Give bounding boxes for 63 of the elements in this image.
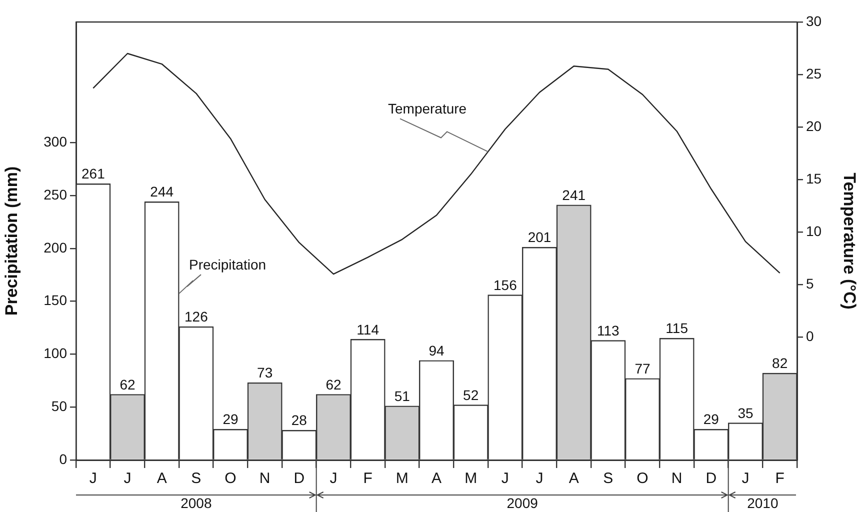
y-tick-label: 150 [44,292,68,308]
text: 2008 [180,494,212,511]
data-label: 52 [463,386,479,403]
y2-tick-label: 10 [806,222,822,239]
x-tick-label: J [124,470,132,488]
data-label: 115 [666,320,688,336]
y-tick-label: 200 [44,239,68,256]
x-tick-label: D [706,470,717,488]
data-label: 113 [597,322,620,338]
y-tick-label: 300 [44,133,68,150]
x-tick-label: J [536,470,544,488]
data-label: 28 [291,412,308,428]
x-tick-label: J [742,470,750,488]
x-tick-label: N [259,470,270,488]
text: 2009 [506,494,538,511]
data-label: 201 [528,229,552,246]
y-tick-label: 100 [44,345,68,362]
x-tick-label: S [191,470,202,488]
y-tick-label: 0 [59,450,68,467]
text: 2010 [747,494,778,511]
x-tick-label: J [89,470,97,488]
y2-tick-label: 5 [806,275,814,292]
x-tick-label: J [330,470,338,488]
x-tick-label: M [464,470,478,488]
data-label: 114 [356,321,380,338]
y2-axis-title: Temperature (°C) [840,172,860,310]
y2-tick-label: 20 [806,118,822,134]
y2-tick-label: 25 [806,65,822,82]
data-label: 35 [738,404,754,421]
x-tick-label: D [294,470,305,488]
data-label: 244 [150,184,174,200]
x-tick-label: O [224,470,236,488]
x-tick-label: A [431,470,442,488]
text: Temperature [388,100,467,117]
y2-tick-label: 0 [806,328,814,344]
data-label: 156 [493,276,518,293]
data-label: 62 [326,376,342,392]
series-label: Precipitation [189,256,266,272]
data-label: 261 [81,166,106,182]
data-label: 29 [703,411,720,428]
data-label: 29 [222,411,238,428]
data-label: 241 [562,186,586,203]
data-label: 94 [428,342,444,358]
y2-tick-label: 15 [806,170,822,186]
x-tick-label: N [671,470,682,488]
data-label: 82 [772,355,788,372]
x-tick-label: A [568,470,579,488]
data-label: 73 [257,364,273,381]
x-tick-label: O [636,470,648,488]
data-label: 77 [634,360,650,376]
y2-tick-label: 30 [806,12,822,29]
x-tick-label: M [396,470,408,488]
data-label: 51 [394,388,410,404]
x-tick-label: A [156,470,167,488]
x-tick-label: F [775,470,784,488]
x-tick-label: F [363,470,372,488]
x-tick-label: S [603,470,614,488]
data-label: 126 [184,308,208,325]
y-axis-title: Precipitation (mm) [2,166,21,316]
x-tick-label: J [501,470,509,488]
y-tick-label: 250 [44,186,68,202]
y-tick-label: 50 [51,398,68,414]
data-label: 62 [120,376,136,392]
